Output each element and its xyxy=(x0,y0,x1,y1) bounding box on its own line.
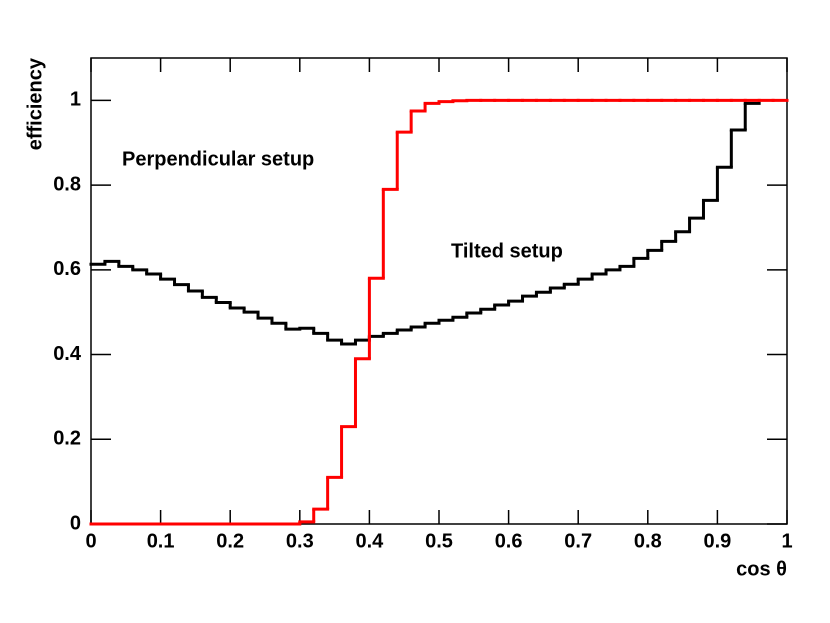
x-tick-label: 0.1 xyxy=(147,530,175,552)
y-tick-label: 0.4 xyxy=(53,343,82,365)
x-tick-label: 1 xyxy=(781,530,792,552)
x-tick-label: 0.9 xyxy=(703,530,731,552)
x-tick-label: 0.2 xyxy=(216,530,244,552)
y-axis-label: efficiency xyxy=(24,57,46,150)
y-tick-label: 0 xyxy=(70,512,81,534)
y-tick-label: 0.2 xyxy=(53,428,81,450)
x-tick-label: 0.5 xyxy=(425,530,453,552)
x-tick-label: 0.4 xyxy=(355,530,384,552)
x-tick-label: 0 xyxy=(85,530,96,552)
series-label: Tilted setup xyxy=(451,240,563,262)
y-tick-label: 0.6 xyxy=(53,258,81,280)
x-tick-label: 0.7 xyxy=(564,530,592,552)
x-axis-label: cos θ xyxy=(736,558,787,580)
x-tick-label: 0.8 xyxy=(634,530,662,552)
series-label: Perpendicular setup xyxy=(122,148,314,170)
x-tick-label: 0.3 xyxy=(286,530,314,552)
x-tick-label: 0.6 xyxy=(495,530,523,552)
y-tick-label: 0.8 xyxy=(53,173,81,195)
y-tick-label: 1 xyxy=(70,89,81,111)
